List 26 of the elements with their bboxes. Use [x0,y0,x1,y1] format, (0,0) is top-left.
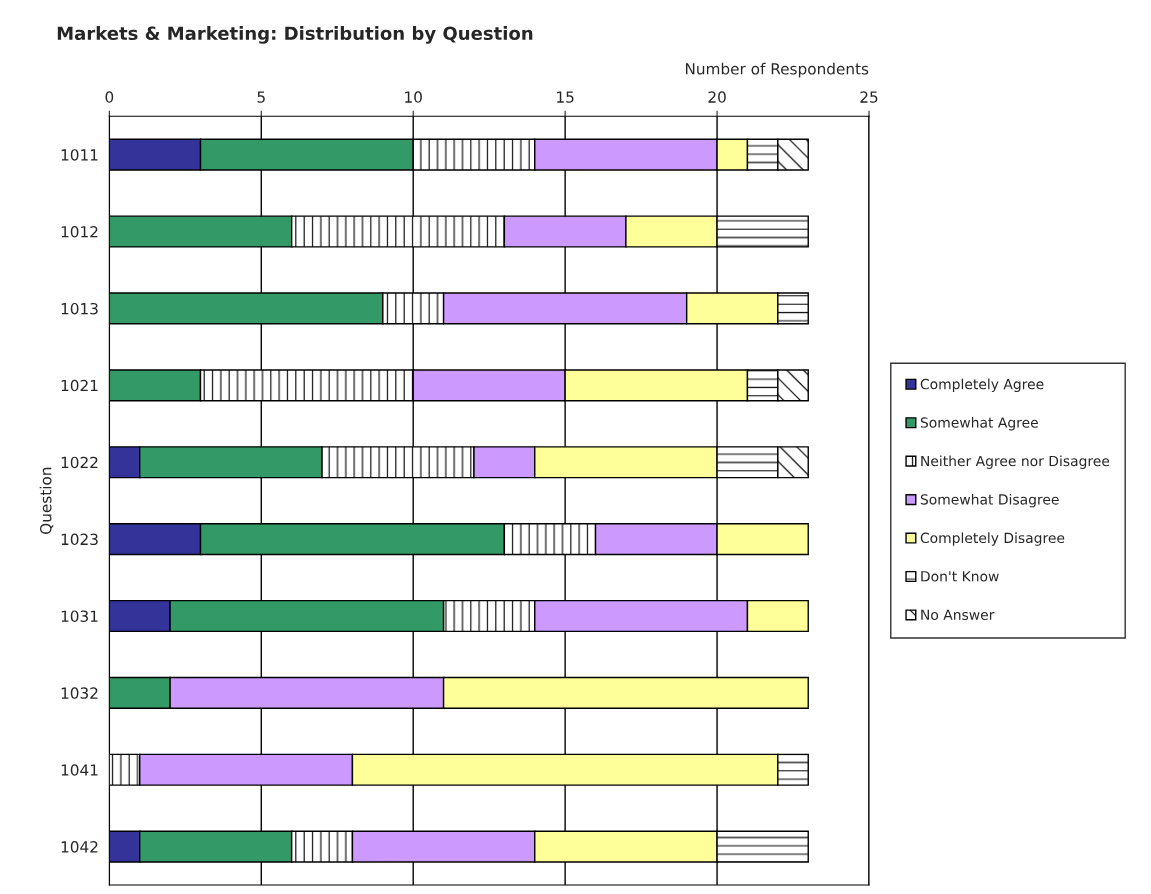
legend-label: Somewhat Disagree [920,493,1059,508]
y-tick-label: 1012 [61,226,98,238]
chart-title: Markets & Marketing: Distribution by Question [57,26,533,44]
y-tick-label: 1013 [61,302,98,315]
x-tick-label: 15 [557,91,574,103]
y-tick-label: 1021 [61,379,98,392]
x-tick-label: 25 [860,91,878,103]
x-tick-label: 20 [708,91,726,103]
y-tick-label: 1041 [61,764,98,776]
legend-label: Don't Know [921,571,999,582]
legend-label: Completely Disagree [920,532,1065,546]
y-tick-label: 1042 [61,841,98,853]
legend-label: Completely Agree [920,378,1044,393]
y-tick-label: 1031 [61,610,98,622]
y-tick-label: 1011 [61,149,98,161]
y-tick-label: 1032 [61,687,98,699]
legend-label: No Answer [921,609,995,620]
legend-label: Somewhat Agree [920,417,1038,431]
x-axis-title: Number of Respondents [685,62,869,78]
x-tick-label: 5 [257,91,265,103]
y-tick-label: 1022 [61,456,98,469]
x-tick-label: 0 [105,91,114,103]
legend-label: Neither Agree nor Disagree [921,455,1110,469]
y-tick-label: 1023 [61,533,98,546]
y-axis-title: Question [39,467,54,534]
x-tick-label: 10 [405,91,422,103]
